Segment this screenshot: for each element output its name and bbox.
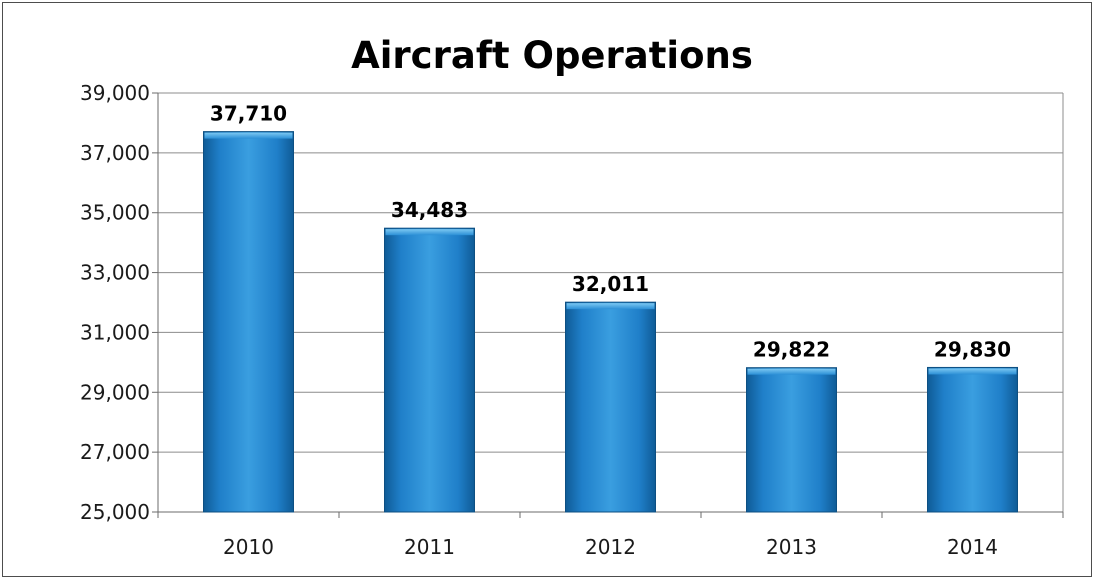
bar (746, 367, 837, 513)
data-label: 32,011 (572, 272, 649, 296)
y-tick-label: 25,000 (80, 500, 150, 524)
data-label: 34,483 (391, 198, 468, 222)
bar-top-bevel (385, 229, 474, 236)
x-tick-label: 2014 (947, 535, 998, 559)
bar (927, 366, 1018, 513)
gridlines (158, 92, 1063, 453)
data-label: 37,710 (210, 102, 287, 126)
bar (384, 227, 475, 513)
x-tick-label: 2013 (766, 535, 817, 559)
bar (565, 301, 656, 513)
x-tick-label: 2011 (404, 535, 455, 559)
bars (203, 131, 1018, 513)
y-tick-label: 29,000 (80, 380, 150, 404)
y-axis-tick-labels: 25,000 27,000 29,000 31,000 33,000 35,000 37,0… (80, 81, 150, 524)
bar-2012 (565, 301, 656, 513)
bar-top-bevel (566, 303, 655, 310)
y-tick-label: 35,000 (80, 201, 150, 225)
data-labels: 37,710 34,483 32,011 29,822 29,830 (210, 102, 1011, 362)
x-tick-label: 2012 (585, 535, 636, 559)
bar-top-bevel (928, 368, 1017, 375)
bar-top-bevel (204, 132, 293, 139)
x-tick-label: 2010 (223, 535, 274, 559)
bar-2013 (746, 367, 837, 513)
y-tick-label: 37,000 (80, 141, 150, 165)
bar-2011 (384, 227, 475, 513)
data-label: 29,822 (753, 338, 830, 362)
bar (203, 131, 294, 513)
chart-title: Aircraft Operations (351, 34, 753, 77)
y-tick-label: 33,000 (80, 261, 150, 285)
y-tick-label: 31,000 (80, 320, 150, 344)
y-tick-label: 27,000 (80, 440, 150, 464)
data-label: 29,830 (934, 337, 1011, 361)
bar-2014 (927, 366, 1018, 513)
bar-top-bevel (747, 368, 836, 375)
y-tick-label: 39,000 (80, 81, 150, 105)
x-axis-tick-labels: 2010 2011 2012 2013 2014 (223, 535, 998, 559)
bar-2010 (203, 131, 294, 513)
